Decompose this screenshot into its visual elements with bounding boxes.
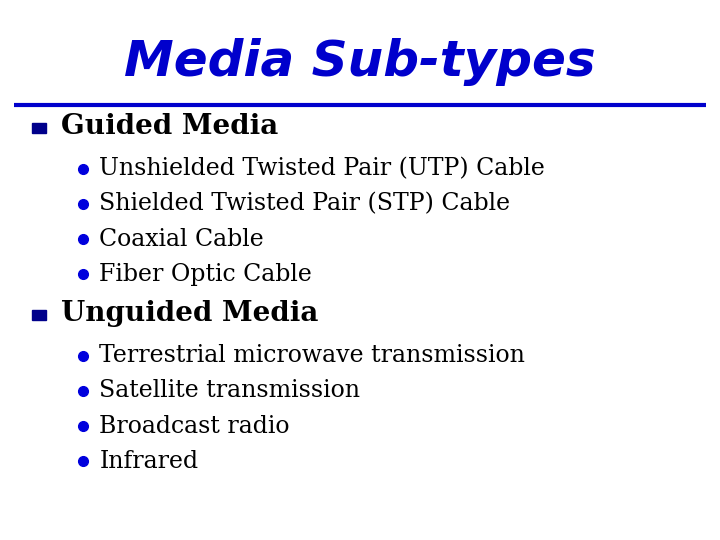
Text: Media Sub-types: Media Sub-types: [124, 38, 596, 86]
Text: Shielded Twisted Pair (STP) Cable: Shielded Twisted Pair (STP) Cable: [99, 193, 510, 215]
Text: Fiber Optic Cable: Fiber Optic Cable: [99, 263, 312, 286]
Text: Broadcast radio: Broadcast radio: [99, 415, 290, 437]
Text: Unguided Media: Unguided Media: [61, 300, 318, 327]
Text: Terrestrial microwave transmission: Terrestrial microwave transmission: [99, 345, 525, 367]
Text: Guided Media: Guided Media: [61, 113, 279, 140]
Text: Satellite transmission: Satellite transmission: [99, 380, 361, 402]
Text: Coaxial Cable: Coaxial Cable: [99, 228, 264, 251]
Bar: [32, 310, 46, 320]
Text: Infrared: Infrared: [99, 450, 199, 472]
Bar: [32, 123, 46, 133]
Text: Unshielded Twisted Pair (UTP) Cable: Unshielded Twisted Pair (UTP) Cable: [99, 158, 545, 180]
